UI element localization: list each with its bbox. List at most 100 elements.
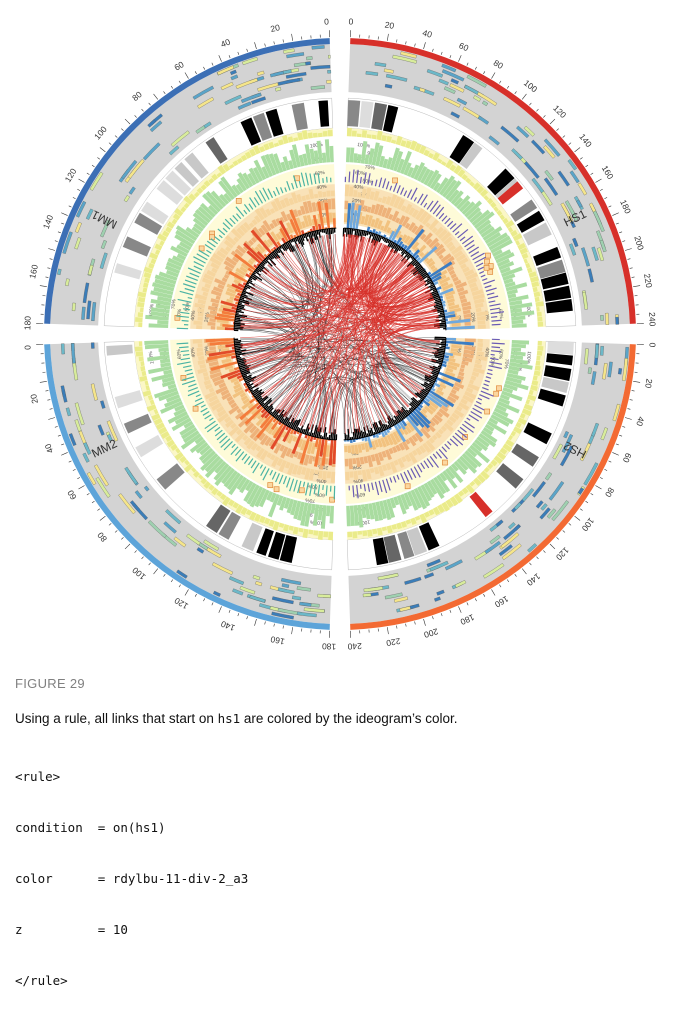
yellow-histogram-bar bbox=[362, 130, 367, 138]
comb-bar bbox=[182, 321, 189, 322]
tick-mark bbox=[632, 277, 635, 278]
black-histogram-bar bbox=[348, 228, 349, 234]
tick-mark bbox=[591, 173, 594, 175]
yellow-histogram-bar bbox=[313, 530, 318, 535]
tile bbox=[327, 70, 330, 73]
tick-mark bbox=[600, 189, 603, 190]
scatter-glyph bbox=[193, 406, 198, 411]
tick-mark bbox=[73, 197, 76, 198]
tick-label: 0 bbox=[348, 16, 353, 26]
description-text-before: Using a rule, all links that start on bbox=[15, 711, 218, 726]
tick-mark bbox=[142, 109, 144, 111]
tick-label: 60 bbox=[172, 59, 185, 73]
yellow-histogram-bar bbox=[372, 135, 377, 140]
scatter-glyph bbox=[268, 483, 273, 488]
comb-bar bbox=[177, 343, 189, 344]
orange-histogram-bar bbox=[331, 472, 335, 483]
tick-label: 0 bbox=[647, 342, 657, 347]
tick-mark bbox=[432, 49, 433, 52]
tick-mark bbox=[142, 557, 144, 559]
tick-label: 20 bbox=[384, 20, 395, 31]
circos-plot: 0204060801001201401601802002202400%10%20… bbox=[0, 0, 680, 668]
tick-mark bbox=[154, 569, 158, 575]
black-histogram-bar bbox=[438, 359, 442, 360]
tick-mark bbox=[529, 103, 531, 105]
yellow-histogram-bar bbox=[140, 307, 144, 312]
tick-label: 60 bbox=[621, 451, 634, 464]
orange-histogram-bar bbox=[358, 470, 362, 475]
inner-histogram-bar bbox=[446, 338, 456, 341]
tick-label: 20 bbox=[269, 22, 281, 34]
tick-label: 200 bbox=[423, 626, 440, 640]
yellow-histogram-bar bbox=[347, 128, 352, 137]
tick-label: 100 bbox=[92, 124, 109, 142]
tile bbox=[318, 594, 331, 598]
tick-mark bbox=[115, 530, 117, 532]
tick-mark bbox=[622, 426, 625, 427]
tick-mark bbox=[616, 444, 619, 445]
tile bbox=[328, 55, 330, 58]
tick-label: 80 bbox=[603, 486, 617, 499]
tick-mark bbox=[163, 574, 165, 576]
tick-label: 240 bbox=[347, 641, 362, 652]
tick-label: 160 bbox=[269, 634, 285, 647]
black-histogram-bar bbox=[439, 347, 445, 348]
tick-label: 40 bbox=[634, 415, 646, 427]
orange-histogram-bar bbox=[344, 201, 348, 210]
tick-label: 140 bbox=[41, 213, 56, 230]
yellow-histogram-bar bbox=[308, 530, 313, 535]
comb-bar bbox=[491, 354, 495, 355]
tick-label: 180 bbox=[22, 316, 32, 331]
yellow-histogram-bar bbox=[138, 322, 142, 327]
tick-mark bbox=[475, 598, 476, 601]
comb-bar bbox=[491, 347, 500, 348]
tile bbox=[615, 317, 618, 324]
orange-histogram-bar bbox=[478, 339, 483, 343]
tick-label: 80 bbox=[130, 89, 144, 103]
tick-mark bbox=[283, 39, 284, 42]
tick-mark bbox=[415, 44, 416, 47]
tick-mark bbox=[575, 148, 581, 152]
comb-bar bbox=[349, 172, 350, 183]
orange-histogram-bar bbox=[331, 198, 335, 209]
yellow-histogram-bar bbox=[357, 531, 362, 535]
figure-caption: FIGURE 29 Using a rule, all links that s… bbox=[15, 676, 665, 1023]
tick-label: 120 bbox=[172, 595, 190, 611]
tick-mark bbox=[292, 34, 293, 41]
tile bbox=[72, 303, 76, 311]
inner-histogram-bar bbox=[225, 327, 234, 330]
black-histogram-bar bbox=[367, 232, 368, 236]
description-code: hs1 bbox=[218, 711, 241, 726]
yellow-histogram-bar bbox=[352, 131, 357, 137]
tick-mark bbox=[604, 197, 607, 198]
tick-mark bbox=[396, 39, 397, 42]
tick-mark bbox=[619, 232, 622, 233]
comb-bar bbox=[179, 347, 189, 348]
yellow-histogram-bar bbox=[367, 134, 372, 138]
yellow-histogram-bar bbox=[535, 297, 540, 302]
tick-label: 140 bbox=[219, 619, 236, 634]
tick-mark bbox=[79, 485, 85, 489]
tick-label: 40 bbox=[421, 28, 433, 40]
tick-mark bbox=[543, 550, 545, 552]
tile bbox=[600, 346, 604, 355]
code-line: z = 10 bbox=[15, 921, 665, 938]
tick-mark bbox=[450, 55, 451, 58]
tick-mark bbox=[219, 55, 222, 61]
tick-label: 0 bbox=[324, 16, 329, 26]
yellow-histogram-bar bbox=[318, 531, 323, 540]
tick-mark bbox=[274, 624, 275, 627]
black-histogram-bar bbox=[235, 321, 241, 322]
tick-mark bbox=[50, 259, 53, 260]
figure-label: FIGURE 29 bbox=[15, 676, 665, 691]
tick-mark bbox=[58, 435, 61, 436]
yellow-histogram-bar bbox=[139, 341, 142, 346]
tick-mark bbox=[585, 165, 587, 167]
tick-label: 120 bbox=[63, 166, 79, 184]
tick-label: 60 bbox=[65, 488, 79, 501]
yellow-histogram-bar bbox=[537, 346, 543, 351]
rule-code-block: <rule> condition = on(hs1) color = rdylb… bbox=[15, 734, 665, 1023]
tick-mark bbox=[415, 621, 416, 624]
orange-histogram-bar bbox=[314, 194, 318, 199]
code-line: condition = on(hs1) bbox=[15, 819, 665, 836]
